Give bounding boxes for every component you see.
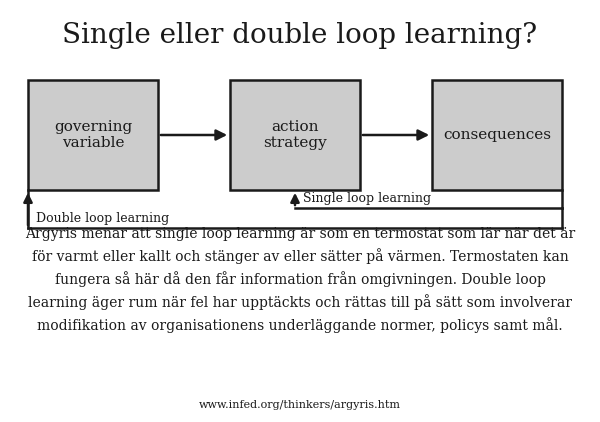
Text: www.infed.org/thinkers/argyris.htm: www.infed.org/thinkers/argyris.htm xyxy=(199,400,401,410)
Text: Single loop learning: Single loop learning xyxy=(303,192,431,205)
Bar xyxy=(28,80,158,190)
Text: Single eller double loop learning?: Single eller double loop learning? xyxy=(62,22,538,49)
Text: action
strategy: action strategy xyxy=(263,120,327,150)
Bar xyxy=(432,80,562,190)
Text: Argyris menar att single loop learning är som en termostat som lär när det är
fö: Argyris menar att single loop learning ä… xyxy=(25,227,575,333)
Bar xyxy=(230,80,360,190)
Text: Double loop learning: Double loop learning xyxy=(36,212,169,225)
Text: consequences: consequences xyxy=(443,128,551,142)
Text: governing
variable: governing variable xyxy=(54,120,132,150)
